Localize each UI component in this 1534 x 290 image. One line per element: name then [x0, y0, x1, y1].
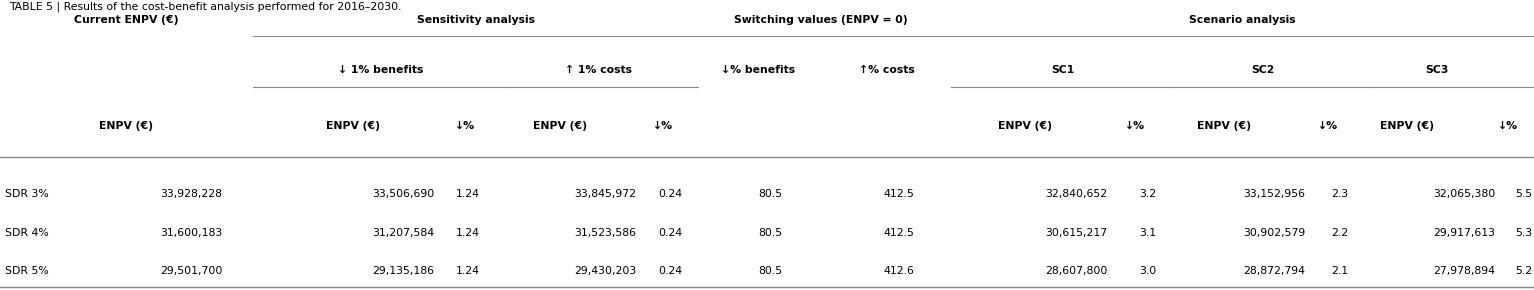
Text: Scenario analysis: Scenario analysis	[1189, 15, 1296, 25]
Text: SDR 4%: SDR 4%	[5, 229, 49, 238]
Text: ↓%: ↓%	[652, 121, 673, 131]
Text: Current ENPV (€): Current ENPV (€)	[74, 15, 178, 25]
Text: 412.6: 412.6	[884, 266, 914, 276]
Text: ENPV (€): ENPV (€)	[98, 121, 153, 131]
Text: 33,928,228: 33,928,228	[161, 189, 222, 199]
Text: 33,845,972: 33,845,972	[575, 189, 637, 199]
Text: 80.5: 80.5	[758, 229, 782, 238]
Text: 1.24: 1.24	[456, 229, 480, 238]
Text: 31,523,586: 31,523,586	[575, 229, 637, 238]
Text: 5.3: 5.3	[1516, 229, 1532, 238]
Text: 29,917,613: 29,917,613	[1434, 229, 1496, 238]
Text: SC1: SC1	[1051, 65, 1075, 75]
Text: 29,430,203: 29,430,203	[574, 266, 637, 276]
Text: 5.5: 5.5	[1516, 189, 1532, 199]
Text: 28,872,794: 28,872,794	[1244, 266, 1305, 276]
Text: 412.5: 412.5	[884, 189, 914, 199]
Text: ENPV (€): ENPV (€)	[1379, 121, 1434, 131]
Text: ↓%: ↓%	[1124, 121, 1146, 131]
Text: 2.3: 2.3	[1332, 189, 1348, 199]
Text: 80.5: 80.5	[758, 266, 782, 276]
Text: 31,207,584: 31,207,584	[373, 229, 434, 238]
Text: 0.24: 0.24	[658, 189, 683, 199]
Text: 31,600,183: 31,600,183	[160, 229, 222, 238]
Text: 412.5: 412.5	[884, 229, 914, 238]
Text: ENPV (€): ENPV (€)	[532, 121, 588, 131]
Text: ENPV (€): ENPV (€)	[997, 121, 1052, 131]
Text: SDR 5%: SDR 5%	[5, 266, 49, 276]
Text: 3.1: 3.1	[1140, 229, 1157, 238]
Text: 0.24: 0.24	[658, 266, 683, 276]
Text: 0.24: 0.24	[658, 229, 683, 238]
Text: SC3: SC3	[1425, 65, 1450, 75]
Text: ↑ 1% costs: ↑ 1% costs	[565, 65, 632, 75]
Text: Sensitivity analysis: Sensitivity analysis	[417, 15, 534, 25]
Text: ↓%: ↓%	[1318, 121, 1339, 131]
Text: 29,135,186: 29,135,186	[373, 266, 434, 276]
Text: 5.2: 5.2	[1516, 266, 1532, 276]
Text: 28,607,800: 28,607,800	[1045, 266, 1108, 276]
Text: 80.5: 80.5	[758, 189, 782, 199]
Text: 2.2: 2.2	[1332, 229, 1348, 238]
Text: 30,615,217: 30,615,217	[1046, 229, 1108, 238]
Text: 3.2: 3.2	[1140, 189, 1157, 199]
Text: ↓ 1% benefits: ↓ 1% benefits	[337, 65, 423, 75]
Text: 27,978,894: 27,978,894	[1434, 266, 1496, 276]
Text: 33,152,956: 33,152,956	[1244, 189, 1305, 199]
Text: ↓%: ↓%	[454, 121, 476, 131]
Text: ↑% costs: ↑% costs	[859, 65, 914, 75]
Text: Switching values (ENPV = 0): Switching values (ENPV = 0)	[733, 15, 908, 25]
Text: 2.1: 2.1	[1332, 266, 1348, 276]
Text: 30,902,579: 30,902,579	[1243, 229, 1305, 238]
Text: ↓%: ↓%	[1497, 121, 1519, 131]
Text: SC2: SC2	[1250, 65, 1275, 75]
Text: 1.24: 1.24	[456, 189, 480, 199]
Text: 3.0: 3.0	[1140, 266, 1157, 276]
Text: 32,840,652: 32,840,652	[1046, 189, 1108, 199]
Text: TABLE 5 | Results of the cost-benefit analysis performed for 2016–2030.: TABLE 5 | Results of the cost-benefit an…	[9, 1, 402, 12]
Text: ENPV (€): ENPV (€)	[325, 121, 380, 131]
Text: ↓% benefits: ↓% benefits	[721, 65, 795, 75]
Text: 29,501,700: 29,501,700	[160, 266, 222, 276]
Text: 32,065,380: 32,065,380	[1433, 189, 1496, 199]
Text: SDR 3%: SDR 3%	[5, 189, 49, 199]
Text: ENPV (€): ENPV (€)	[1197, 121, 1252, 131]
Text: 33,506,690: 33,506,690	[371, 189, 434, 199]
Text: 1.24: 1.24	[456, 266, 480, 276]
